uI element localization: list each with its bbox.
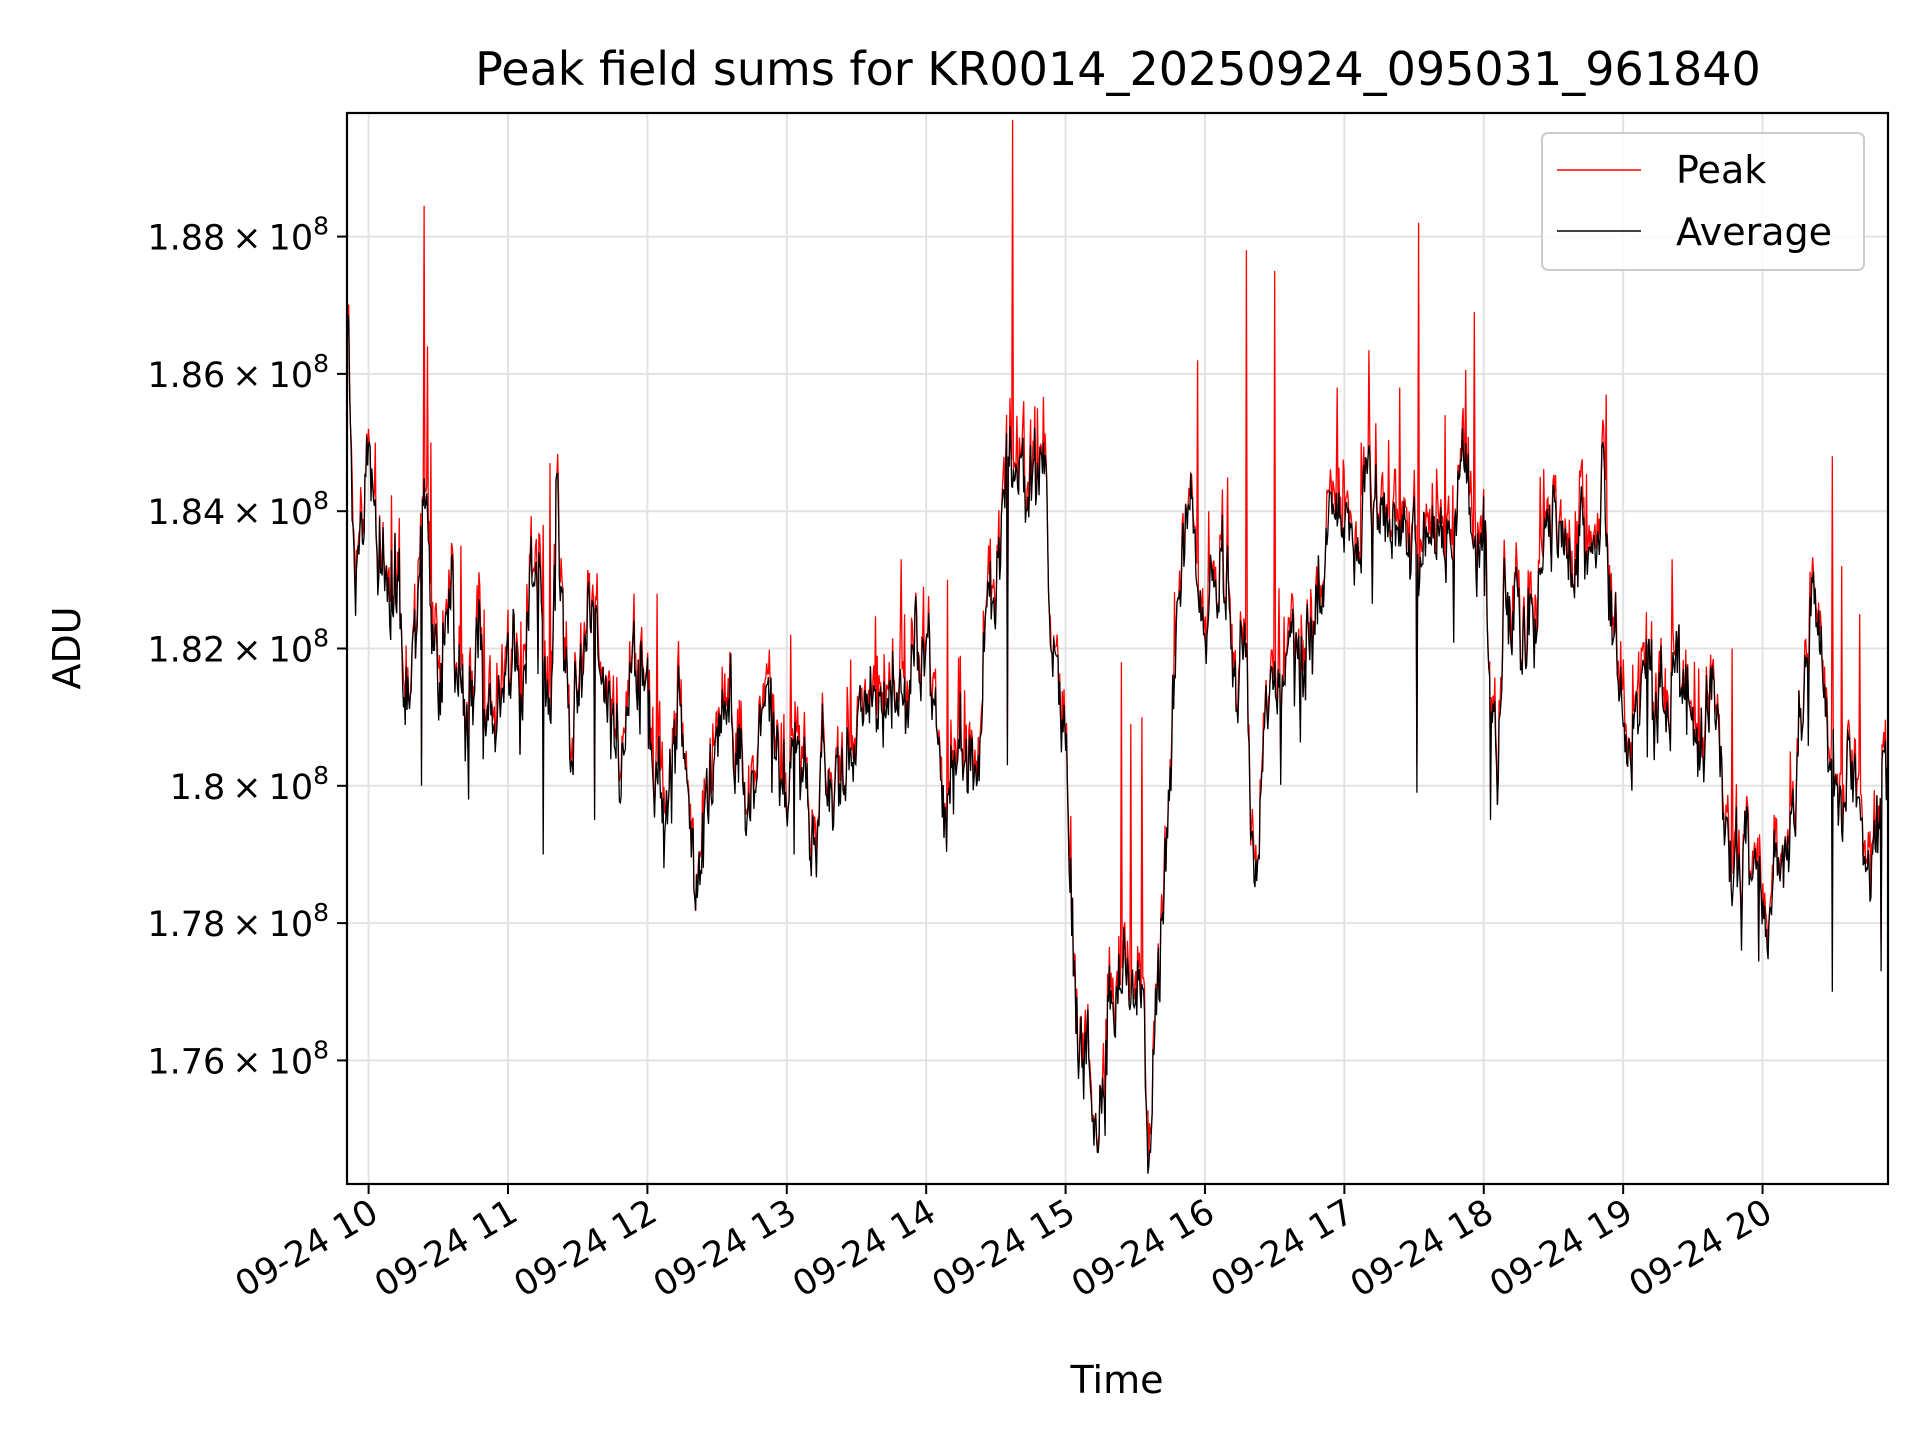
grid [347, 113, 1888, 1184]
y-tick-label: 1.82 × 108 [147, 624, 329, 671]
y-tick-label: 1.88 × 108 [147, 212, 329, 259]
legend-box [1541, 132, 1865, 271]
y-axis: 1.76 × 108 1.78 × 108 1.8 × 108 1.82 × 108 1… [147, 212, 347, 1082]
y-tick-label: 1.76 × 108 [147, 1035, 329, 1082]
x-axis-label: Time [1070, 1358, 1164, 1402]
y-tick-label: 1.86 × 108 [147, 349, 329, 396]
chart-title: Peak field sums for KR0014_20250924_0950… [475, 42, 1761, 96]
y-axis-label: ADU [45, 606, 89, 689]
y-tick-label: 1.78 × 108 [147, 898, 329, 945]
y-tick-label: 1.84 × 108 [147, 486, 329, 533]
legend-average-label: Average [1676, 210, 1832, 254]
y-tick-label: 1.8 × 108 [170, 761, 329, 808]
legend: Peak Average [1541, 132, 1865, 271]
plot-area [347, 119, 1888, 1174]
legend-peak-label: Peak [1676, 148, 1766, 192]
series-average-line [347, 314, 1888, 1174]
